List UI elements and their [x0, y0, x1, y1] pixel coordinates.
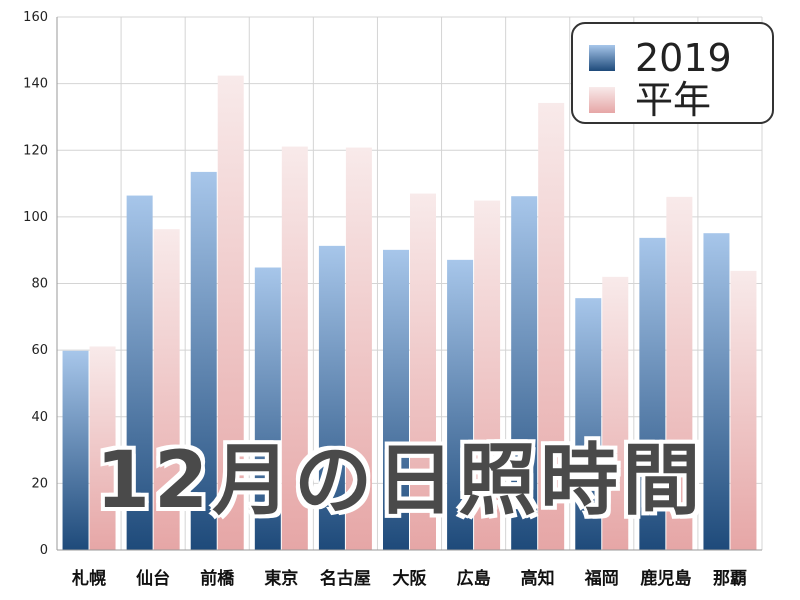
x-category-label: 那覇	[713, 569, 747, 589]
bar-normal-8	[602, 276, 629, 550]
y-tick-label: 160	[23, 10, 48, 25]
overlay-title: 12月の日照時間	[95, 436, 705, 526]
bar-2019-1	[126, 195, 153, 550]
bar-2019-2	[190, 171, 217, 550]
axes	[56, 17, 762, 551]
legend-swatch-normal	[589, 87, 615, 113]
bar-normal-6	[474, 200, 501, 550]
bar-normal-2	[217, 75, 244, 550]
legend-item-2019: 2019	[589, 38, 732, 78]
bar-2019-5	[383, 249, 409, 550]
gridlines	[56, 16, 763, 551]
y-tick-label: 120	[23, 143, 48, 158]
bar-normal-5	[410, 193, 436, 550]
legend-label-normal: 平年	[635, 78, 712, 122]
x-category-label: 鹿児島	[640, 568, 691, 589]
y-tick-label: 60	[31, 343, 48, 358]
bar-2019-0	[62, 350, 89, 550]
y-tick-label: 80	[31, 277, 48, 292]
x-category-label: 高知	[521, 568, 555, 589]
legend-item-normal: 平年	[589, 80, 711, 120]
x-category-label: 福岡	[584, 568, 619, 589]
bar-2019-7	[511, 196, 538, 550]
bar-normal-7	[538, 102, 565, 550]
bar-2019-10	[703, 233, 730, 550]
bar-2019-8	[575, 298, 602, 550]
x-category-label: 名古屋	[320, 568, 371, 589]
bar-normal-4	[345, 147, 372, 550]
y-axis-tick-labels: 0 20 40 60 80 100 120 140 160	[23, 10, 48, 558]
x-category-label: 札幌	[71, 568, 106, 589]
x-category-label: 広島	[457, 568, 491, 589]
bars	[62, 75, 757, 550]
legend: 2019 平年	[571, 22, 774, 124]
y-tick-label: 40	[31, 410, 48, 425]
x-category-label: 前橋	[200, 568, 235, 589]
bar-normal-3	[281, 146, 308, 550]
legend-swatch-2019	[589, 45, 615, 71]
bar-2019-3	[254, 267, 281, 550]
y-tick-label: 100	[23, 210, 48, 225]
y-tick-label: 20	[31, 476, 48, 491]
x-category-label: 東京	[264, 568, 298, 589]
legend-label-2019: 2019	[635, 36, 732, 80]
bar-normal-1	[153, 229, 180, 550]
x-category-label: 仙台	[136, 568, 170, 589]
x-axis-category-labels: 札幌 仙台 前橋 東京 名古屋 大阪 広島 高知 福岡 鹿児島 那覇	[71, 568, 747, 589]
y-tick-label: 0	[40, 543, 48, 558]
bar-2019-9	[639, 237, 666, 550]
bar-normal-9	[666, 196, 693, 550]
bar-2019-4	[318, 245, 345, 550]
y-tick-label: 140	[23, 77, 48, 92]
bar-normal-10	[730, 270, 757, 550]
bar-normal-0	[89, 346, 116, 550]
x-category-label: 大阪	[393, 568, 427, 589]
bar-2019-6	[447, 259, 474, 550]
